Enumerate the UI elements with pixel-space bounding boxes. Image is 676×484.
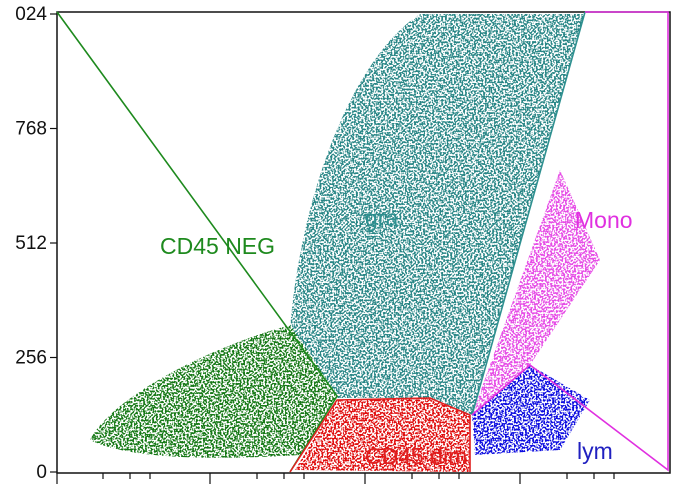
- dim-gate: [289, 397, 471, 473]
- gate-label: lym: [577, 438, 613, 464]
- y-tick-label: 512: [15, 233, 47, 254]
- neg-cloud: [90, 325, 337, 458]
- mono-gate: [471, 11, 669, 472]
- gate-label: gra: [365, 205, 398, 231]
- y-tick-label: 0: [36, 462, 47, 483]
- y-tick-label: 768: [15, 119, 47, 140]
- y-tick-label: 024: [15, 4, 47, 25]
- gate-label: Mono: [575, 207, 633, 233]
- x-ticks: [56, 473, 615, 484]
- gate-label: CD45 NEG: [160, 233, 275, 259]
- gate-label: CD45 dim: [365, 443, 467, 469]
- gates: [56, 11, 669, 473]
- y-tick-label: 256: [15, 348, 47, 369]
- dim-cloud: [295, 398, 470, 472]
- gra-gate: [471, 11, 586, 416]
- population-clouds: [90, 14, 600, 472]
- granulocyte-cloud: [290, 14, 585, 415]
- mono-cloud: [472, 170, 600, 415]
